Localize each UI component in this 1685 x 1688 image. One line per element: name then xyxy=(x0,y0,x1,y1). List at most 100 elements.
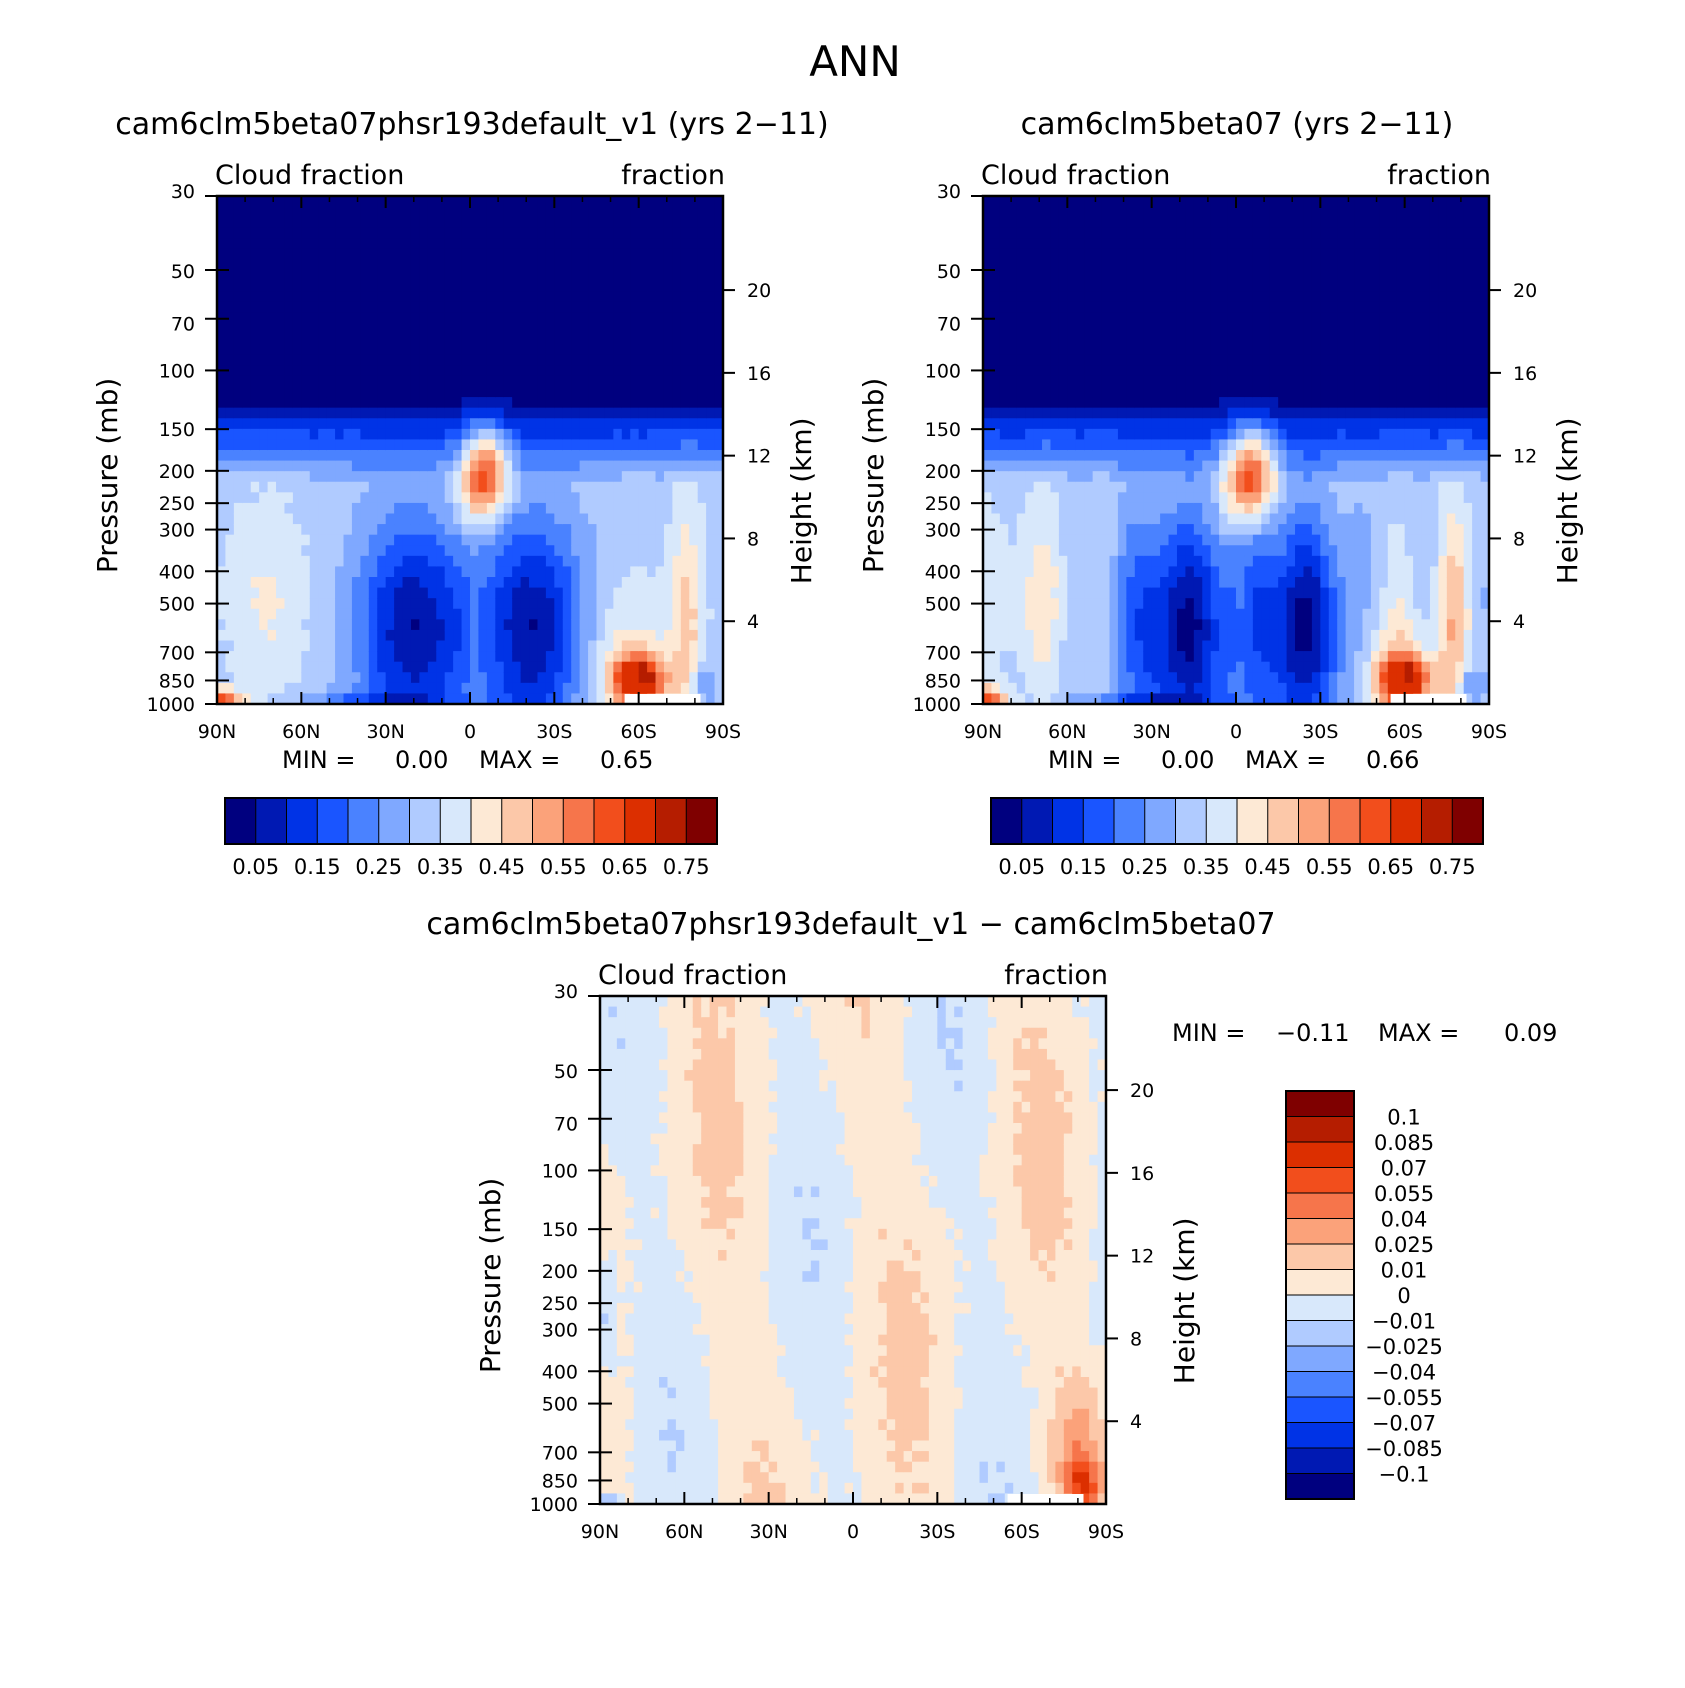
heatmap-cell xyxy=(335,439,345,451)
heatmap-cell xyxy=(588,375,598,388)
heatmap-cell xyxy=(680,608,690,620)
heatmap-cell xyxy=(1042,545,1052,557)
heatmap-cell xyxy=(436,344,446,356)
heatmap-cell xyxy=(1261,661,1271,673)
heatmap-cell xyxy=(571,513,581,525)
heatmap-cell xyxy=(1202,248,1212,261)
heatmap-cell xyxy=(1109,608,1119,620)
heatmap-cell xyxy=(571,428,581,441)
heatmap-cell xyxy=(1193,460,1203,472)
heatmap-cell xyxy=(1126,661,1136,673)
heatmap-cell xyxy=(368,323,378,335)
heatmap-cell xyxy=(368,513,378,525)
heatmap-cell xyxy=(1109,301,1119,314)
heatmap-cell xyxy=(1278,640,1288,652)
heatmap-cell xyxy=(495,450,505,462)
heatmap-cell xyxy=(562,651,572,663)
colorbar-label: 0.25 xyxy=(355,855,402,879)
heatmap-cell xyxy=(259,566,269,578)
heatmap-cell xyxy=(1117,375,1127,388)
heatmap-cell xyxy=(1269,354,1279,366)
heatmap-cell xyxy=(537,301,547,314)
heatmap-cell xyxy=(486,471,496,483)
heatmap-cell xyxy=(292,661,302,673)
heatmap-cell xyxy=(630,323,640,335)
heatmap-cell xyxy=(453,651,463,663)
heatmap-cell xyxy=(1176,418,1186,430)
heatmap-cell xyxy=(1295,354,1305,366)
heatmap-cell xyxy=(991,481,1001,493)
heatmap-cell xyxy=(714,672,724,684)
heatmap-cell xyxy=(410,640,420,652)
heatmap-cell xyxy=(714,545,724,557)
heatmap-cell xyxy=(276,428,286,441)
heatmap-cell xyxy=(410,344,420,356)
heatmap-cell xyxy=(613,354,623,366)
heatmap-cell xyxy=(630,672,640,684)
heatmap-cell xyxy=(1008,365,1018,377)
heatmap-cell xyxy=(613,270,623,282)
heatmap-cell xyxy=(461,682,471,695)
heatmap-cell xyxy=(335,577,345,589)
heatmap-cell xyxy=(714,428,724,441)
missing-region xyxy=(624,694,701,704)
heatmap-cell xyxy=(1092,248,1102,261)
heatmap-cell xyxy=(1252,502,1262,515)
heatmap-cell xyxy=(394,682,404,695)
y-axis-label: Pressure (mb) xyxy=(91,378,124,573)
heatmap-cell xyxy=(1311,577,1321,589)
heatmap-cell xyxy=(1050,386,1060,398)
heatmap-cell xyxy=(1084,545,1094,557)
heatmap-cell xyxy=(1227,259,1237,271)
heatmap-cell xyxy=(1016,323,1026,335)
heatmap-cell xyxy=(1168,344,1178,356)
heatmap-cell xyxy=(444,598,454,610)
heatmap-cell xyxy=(444,375,454,388)
heatmap-cell xyxy=(1236,428,1246,441)
heatmap-cell xyxy=(276,217,286,229)
heatmap-cell xyxy=(225,439,235,451)
heatmap-cell xyxy=(1303,502,1313,515)
heatmap-cell xyxy=(1227,407,1237,419)
heatmap-cell xyxy=(486,693,496,705)
heatmap-cell xyxy=(301,386,311,398)
heatmap-cell xyxy=(663,248,673,261)
x-tick-label: 90S xyxy=(705,721,741,743)
heatmap-cell xyxy=(579,270,589,282)
heatmap-cell xyxy=(1126,619,1136,631)
heatmap-cell xyxy=(436,608,446,620)
heatmap-cell xyxy=(470,259,480,271)
heatmap-cell xyxy=(225,375,235,388)
heatmap-cell xyxy=(680,386,690,398)
heatmap-cell xyxy=(991,439,1001,451)
heatmap-cell xyxy=(377,301,387,314)
heatmap-cell xyxy=(326,608,336,620)
heatmap-cell xyxy=(1303,259,1313,271)
heatmap-cell xyxy=(613,640,623,652)
heatmap-cell xyxy=(554,301,564,314)
heatmap-cell xyxy=(697,492,707,504)
heatmap-cell xyxy=(638,407,648,419)
heatmap-cell xyxy=(554,270,564,282)
heatmap-cell xyxy=(1042,344,1052,356)
heatmap-cell xyxy=(588,513,598,525)
heatmap-cell xyxy=(284,619,294,631)
heatmap-cell xyxy=(225,587,235,599)
heatmap-cell xyxy=(537,354,547,366)
heatmap-cell xyxy=(630,566,640,578)
heatmap-cell xyxy=(604,238,614,250)
heatmap-cell xyxy=(1033,333,1043,345)
heatmap-cell xyxy=(1008,206,1018,218)
heatmap-cell xyxy=(351,323,361,335)
heatmap-cell xyxy=(545,428,555,441)
heatmap-cell xyxy=(1210,418,1220,430)
heatmap-cell xyxy=(250,259,260,271)
heatmap-cell xyxy=(503,682,513,695)
heatmap-cell xyxy=(1084,312,1094,324)
heatmap-cell xyxy=(1143,682,1153,695)
heatmap-cell xyxy=(1067,545,1077,557)
heatmap-cell xyxy=(562,608,572,620)
heatmap-cell xyxy=(259,312,269,324)
heatmap-cell xyxy=(478,344,488,356)
heatmap-cell xyxy=(259,375,269,388)
